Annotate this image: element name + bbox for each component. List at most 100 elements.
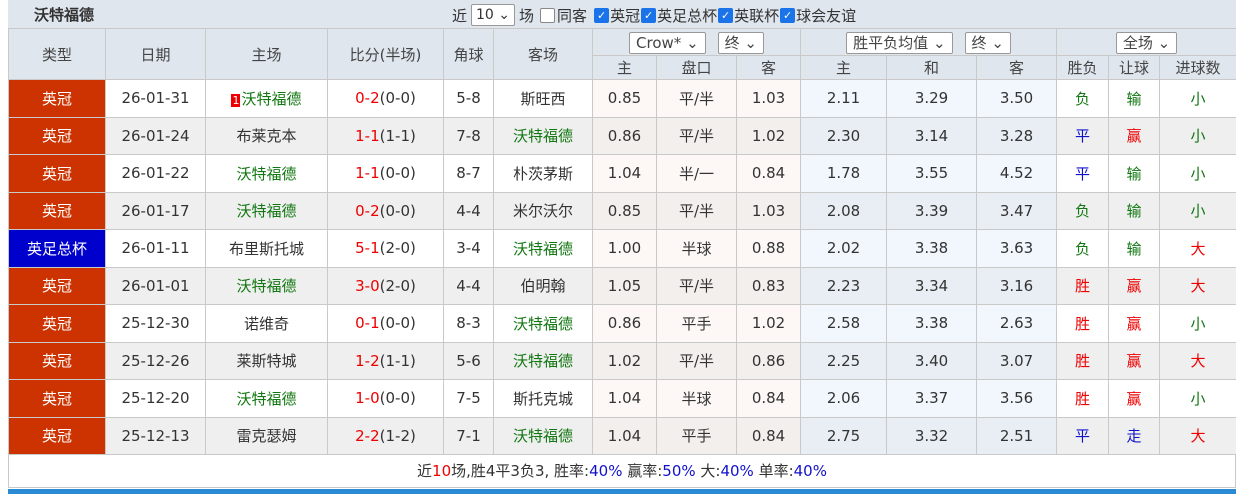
home-team[interactable]: 布里斯托城 — [205, 229, 328, 268]
score[interactable]: 1-1(1-1) — [327, 116, 444, 155]
table-row: 英冠 25-12-13 雷克瑟姆 2-2(1-2) 7-1 沃特福德 1.04 … — [8, 416, 1236, 455]
competition-type[interactable]: 英冠 — [8, 304, 106, 343]
avg-draw-odds: 3.37 — [886, 379, 978, 418]
half-score: (2-0) — [379, 276, 416, 295]
handicap-home-odds: 0.85 — [592, 191, 657, 230]
handicap-result: 输 — [1108, 191, 1161, 230]
away-team[interactable]: 沃特福德 — [493, 341, 593, 380]
avg-home-odds: 2.11 — [800, 79, 888, 118]
table-row: 英冠 25-12-30 诺维奇 0-1(0-0) 8-3 沃特福德 0.86 平… — [8, 304, 1236, 343]
score[interactable]: 1-1(0-0) — [327, 154, 444, 193]
odd-rate: 40% — [793, 462, 827, 480]
avg-home-odds: 2.02 — [800, 229, 888, 268]
competition-type[interactable]: 英冠 — [8, 154, 106, 193]
competition-type[interactable]: 英冠 — [8, 341, 106, 380]
home-team[interactable]: 莱斯特城 — [205, 341, 328, 380]
subcol-header: 胜负 — [1056, 55, 1110, 80]
handicap-phase-select[interactable]: 终 ⌄ — [717, 31, 764, 54]
home-team[interactable]: 沃特福德 — [205, 379, 328, 418]
table-row: 英冠 26-01-31 1 沃特福德 0-2(0-0) 5-8 斯旺西 0.85 … — [8, 79, 1236, 118]
home-team[interactable]: 沃特福德 — [205, 154, 328, 193]
away-team[interactable]: 伯明翰 — [493, 266, 593, 305]
competition-type[interactable]: 英冠 — [8, 116, 106, 155]
competition-checkbox[interactable]: ✓ — [718, 7, 734, 23]
subcol-header: 客 — [735, 55, 802, 80]
handicap-line: 平/半 — [656, 116, 737, 155]
home-team[interactable]: 布莱克本 — [205, 116, 328, 155]
corners: 7-5 — [443, 379, 494, 418]
same-venue-checkbox[interactable] — [540, 7, 556, 23]
away-team[interactable]: 沃特福德 — [493, 116, 593, 155]
handicap-home-odds: 0.86 — [592, 304, 657, 343]
col-away: 客场 — [493, 28, 593, 80]
corners: 8-3 — [443, 304, 494, 343]
match-result: 胜 — [1056, 266, 1110, 305]
score[interactable]: 2-2(1-2) — [327, 416, 444, 455]
score[interactable]: 0-2(0-0) — [327, 191, 444, 230]
home-team[interactable]: 沃特福德 — [205, 191, 328, 230]
over-under-result: 小 — [1159, 304, 1236, 343]
half-score: (0-0) — [379, 164, 416, 183]
competition-type[interactable]: 英冠 — [8, 191, 106, 230]
match-result: 负 — [1056, 79, 1110, 118]
panel-header: 沃特福德 近 10 ⌄ 场 同客 ✓ 英冠 ✓ 英足总杯 ✓ 英联杯 ✓ 球会友谊 — [8, 0, 1236, 28]
home-team[interactable]: 沃特福德 — [205, 266, 328, 305]
away-team[interactable]: 沃特福德 — [493, 229, 593, 268]
company-select[interactable]: Crow* ⌄ — [629, 31, 706, 54]
away-team[interactable]: 斯托克城 — [493, 379, 593, 418]
over-under-result: 小 — [1159, 154, 1236, 193]
score[interactable]: 1-0(0-0) — [327, 379, 444, 418]
match-date: 26-01-31 — [105, 79, 206, 118]
home-team-name: 布里斯托城 — [228, 239, 304, 258]
home-team[interactable]: 雷克瑟姆 — [205, 416, 328, 455]
home-team[interactable]: 诺维奇 — [205, 304, 328, 343]
period-value: 全场 — [1122, 33, 1153, 52]
away-team[interactable]: 斯旺西 — [493, 79, 593, 118]
competition-checkbox[interactable]: ✓ — [594, 7, 610, 23]
avg-type-select[interactable]: 胜平负均值 ⌄ — [846, 31, 953, 54]
handicap-away-odds: 0.83 — [735, 266, 802, 305]
away-team[interactable]: 朴茨茅斯 — [493, 154, 593, 193]
competition-type[interactable]: 英足总杯 — [8, 229, 106, 268]
avg-phase-select[interactable]: 终 ⌄ — [964, 31, 1011, 54]
handicap-home-odds: 1.02 — [592, 341, 657, 380]
score[interactable]: 5-1(2-0) — [327, 229, 444, 268]
competition-type[interactable]: 英冠 — [8, 416, 106, 455]
handicap-away-odds: 1.03 — [735, 79, 802, 118]
avg-away-odds: 3.50 — [976, 79, 1058, 118]
corners: 4-4 — [443, 191, 494, 230]
avg-type-value: 胜平负均值 — [853, 33, 929, 52]
competition-label: 英联杯 — [734, 6, 780, 25]
recent-count-select[interactable]: 10 ⌄ — [471, 4, 516, 26]
competition-checkbox[interactable]: ✓ — [780, 7, 796, 23]
subcol-header: 进球数 — [1159, 55, 1236, 80]
over-under-result: 大 — [1159, 416, 1236, 455]
competition-type[interactable]: 英冠 — [8, 266, 106, 305]
avg-home-odds: 2.08 — [800, 191, 888, 230]
home-team-name: 诺维奇 — [243, 314, 289, 333]
score[interactable]: 0-2(0-0) — [327, 79, 444, 118]
period-select[interactable]: 全场 ⌄ — [1115, 31, 1178, 54]
competition-type[interactable]: 英冠 — [8, 79, 106, 118]
away-team[interactable]: 米尔沃尔 — [493, 191, 593, 230]
match-result: 负 — [1056, 229, 1110, 268]
score[interactable]: 1-2(1-1) — [327, 341, 444, 380]
home-team[interactable]: 1 沃特福德 — [205, 79, 328, 118]
competition-checkbox[interactable]: ✓ — [641, 7, 657, 23]
corners: 7-1 — [443, 416, 494, 455]
score[interactable]: 0-1(0-0) — [327, 304, 444, 343]
over-under-result: 小 — [1159, 191, 1236, 230]
col-home: 主场 — [205, 28, 328, 80]
away-team[interactable]: 沃特福德 — [493, 304, 593, 343]
match-date: 26-01-11 — [105, 229, 206, 268]
score[interactable]: 3-0(2-0) — [327, 266, 444, 305]
avg-away-odds: 3.16 — [976, 266, 1058, 305]
competition-type[interactable]: 英冠 — [8, 379, 106, 418]
summary-text: 近 — [417, 462, 433, 480]
summary-text: 场,胜4平3负3, 胜率: — [451, 462, 590, 480]
home-team-name: 莱斯特城 — [236, 352, 297, 371]
competition-label: 球会友谊 — [796, 6, 857, 25]
chevron-down-icon: ⌄ — [498, 7, 511, 23]
away-team[interactable]: 沃特福德 — [493, 416, 593, 455]
match-result: 平 — [1056, 116, 1110, 155]
